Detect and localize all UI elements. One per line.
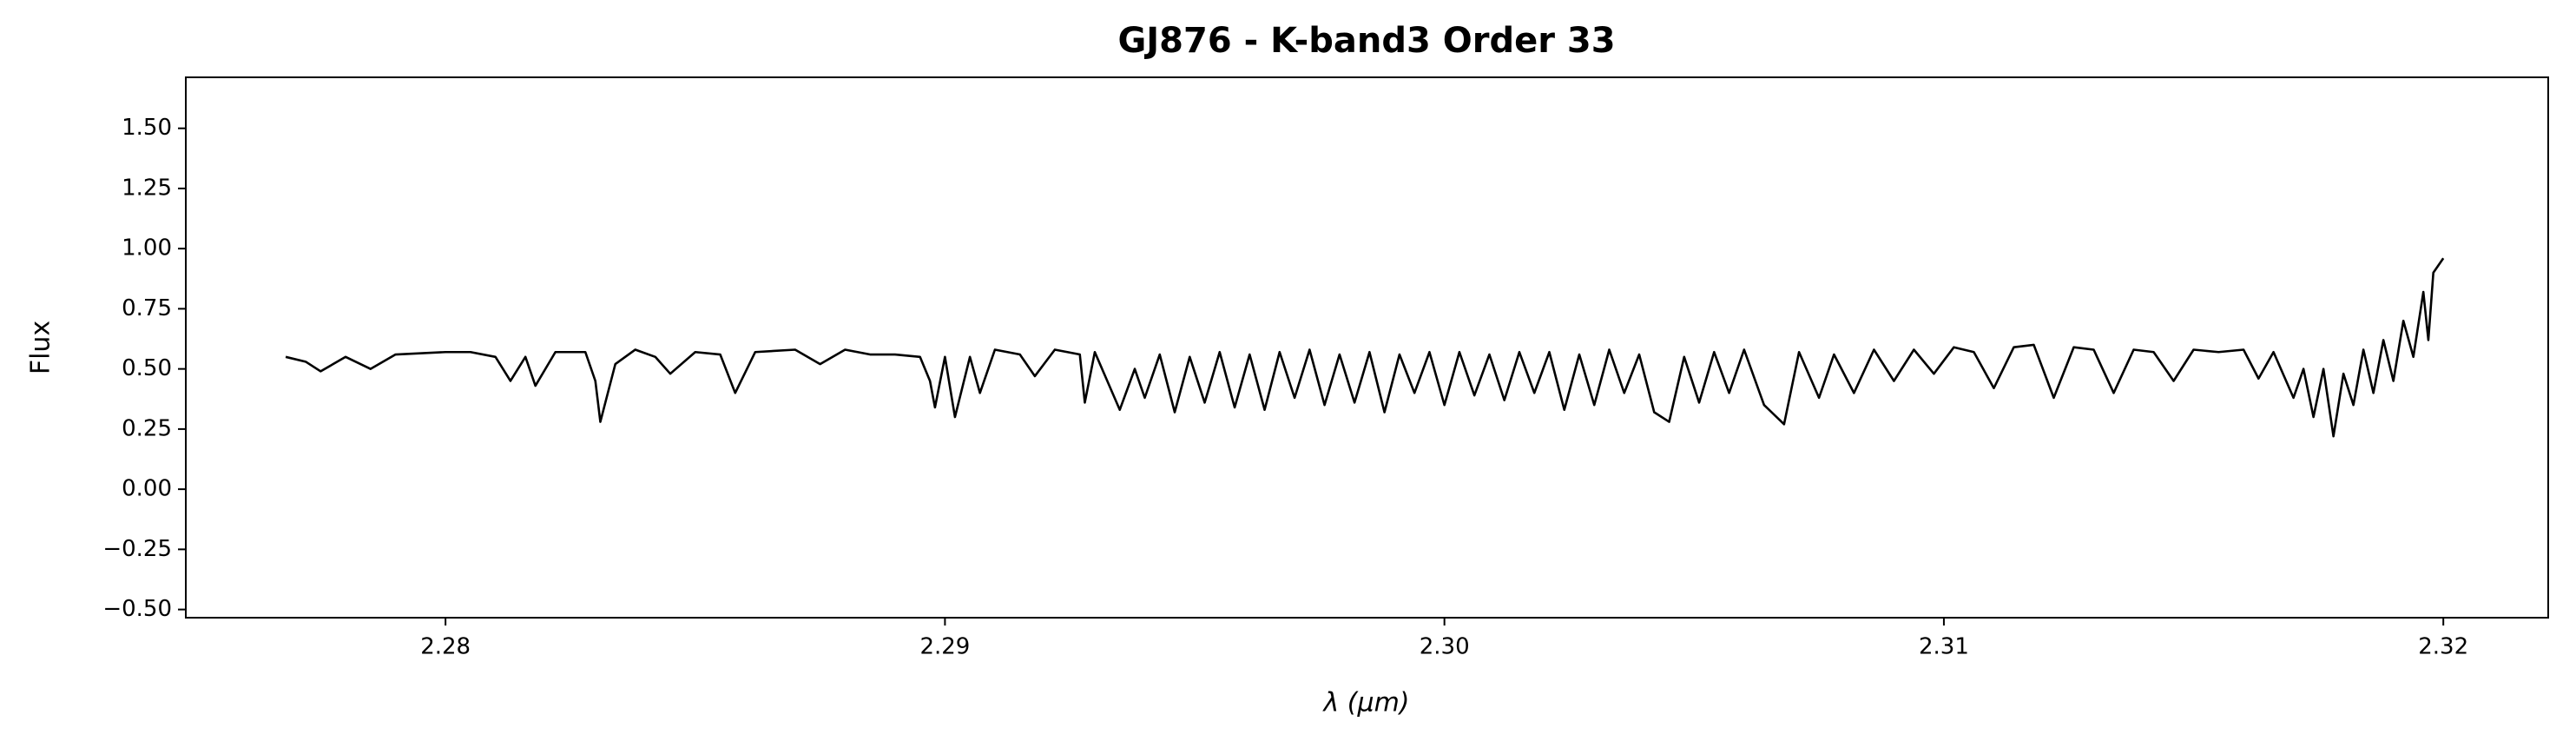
x-tick-label: 2.31: [1919, 634, 1969, 660]
x-tick-label: 2.30: [1420, 634, 1470, 660]
y-tick-label: 1.50: [122, 115, 172, 141]
y-tick-label: 1.00: [122, 235, 172, 261]
y-tick-label: 0.75: [122, 295, 172, 321]
y-tick-label: 0.00: [122, 476, 172, 502]
y-tick-label: −0.25: [102, 536, 172, 562]
x-axis-label: λ (μm): [1321, 688, 1409, 718]
spectrum-line: [285, 257, 2445, 438]
y-axis-label: Flux: [26, 321, 56, 374]
y-tick-label: 0.25: [122, 415, 172, 441]
x-tick-label: 2.32: [2418, 634, 2468, 660]
x-tick-label: 2.28: [420, 634, 471, 660]
y-tick-label: 1.25: [122, 175, 172, 201]
x-tick-label: 2.29: [919, 634, 970, 660]
plot-frame: [185, 76, 2549, 619]
y-tick-label: 0.50: [122, 355, 172, 381]
chart-title: GJ876 - K-band3 Order 33: [1117, 21, 1615, 61]
y-tick-label: −0.50: [102, 596, 172, 622]
